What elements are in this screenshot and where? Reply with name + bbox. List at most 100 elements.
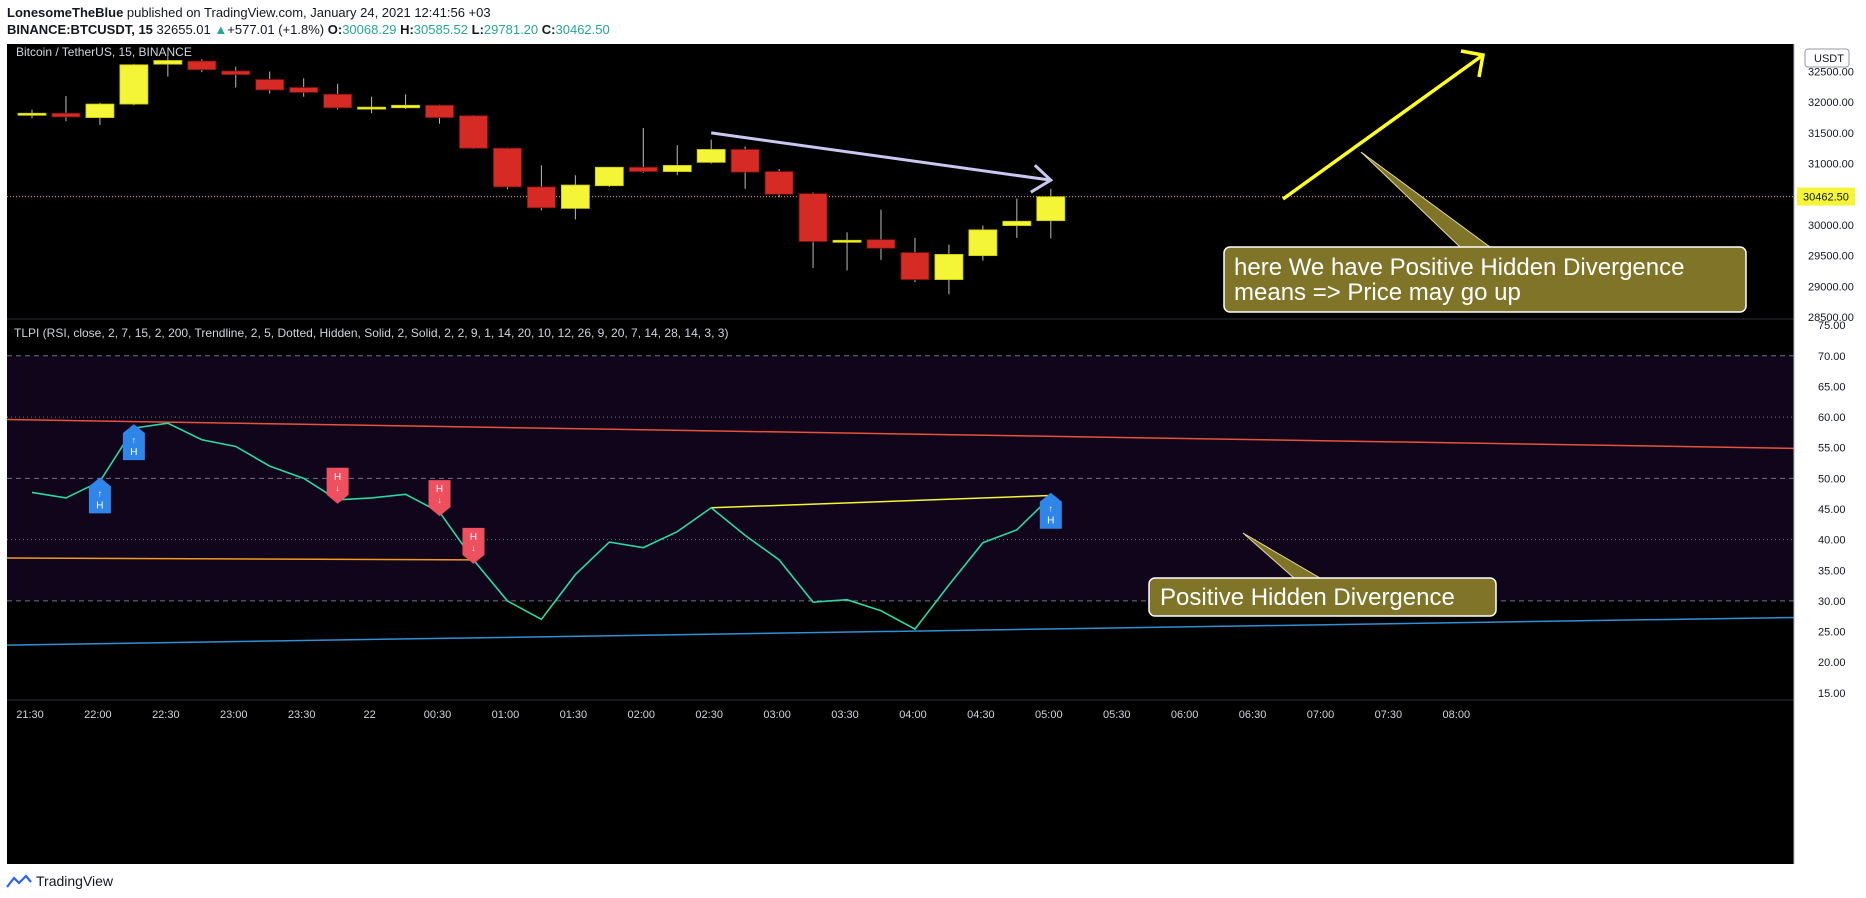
footer: TradingView — [6, 873, 113, 889]
signal-letter: H — [96, 500, 103, 511]
candle-2 — [85, 102, 115, 125]
candle-23 — [798, 192, 828, 268]
rsi-tick-label: 70.00 — [1818, 351, 1846, 363]
axes: 28500.0029000.0029500.0030000.0030500.00… — [7, 44, 1855, 864]
up-arrow — [1281, 53, 1485, 201]
signal-arrow-down-icon: ↓ — [335, 483, 340, 493]
candle-18 — [628, 128, 658, 173]
current-price-tag — [1797, 187, 1855, 206]
candle-body — [866, 239, 896, 249]
price-tick-label: 32500.00 — [1808, 67, 1854, 79]
price-tick-label: 29500.00 — [1808, 251, 1854, 263]
signal-bull-marker — [1039, 492, 1062, 529]
chart-canvas[interactable]: Bitcoin / TetherUS, 15, BINANCE TLPI (RS… — [0, 42, 1866, 868]
rsi-tick-label: 35.00 — [1818, 565, 1846, 577]
price-tick-label: 28500.00 — [1808, 312, 1854, 324]
close-value: 30462.50 — [555, 22, 610, 37]
time-tick-label: 23:30 — [288, 709, 316, 721]
candle-11 — [391, 94, 420, 109]
published-text: published on TradingView.com, January 24… — [126, 5, 491, 20]
candle-24 — [832, 232, 862, 271]
time-tick-label: 02:30 — [695, 709, 723, 721]
annotation-text-line1: here We have Positive Hidden Divergence — [1234, 254, 1684, 281]
signal-arrow-up-icon: ↑ — [98, 488, 103, 498]
candle-4 — [153, 56, 183, 77]
candle-27 — [934, 244, 964, 295]
rsi-tick-label: 40.00 — [1818, 535, 1846, 547]
time-tick-label: 06:00 — [1171, 709, 1199, 721]
rsi-tick-label: 45.00 — [1818, 504, 1846, 516]
signal-bear-3: H↓ — [428, 480, 451, 517]
rsi-pane[interactable]: TLPI (RSI, close, 2, 7, 15, 2, 200, Tren… — [6, 318, 1795, 646]
time-tick-label: 08:00 — [1443, 709, 1471, 721]
price-tick-label: 30000.00 — [1808, 220, 1854, 232]
currency-badge — [1804, 48, 1850, 68]
candle-body — [51, 112, 81, 118]
price-change: +577.01 (+1.8%) — [227, 22, 325, 37]
candle-7 — [255, 71, 285, 94]
price-chart-title: Bitcoin / TetherUS, 15, BINANCE — [16, 45, 192, 59]
ohlc-line: BINANCE:BTCUSDT, 15 32655.01 ▲+577.01 (+… — [7, 22, 610, 37]
rsi-tick-label: 75.00 — [1818, 320, 1846, 332]
candle-body — [900, 252, 930, 280]
author-name[interactable]: LonesomeTheBlue — [7, 5, 124, 20]
candle-body — [968, 229, 998, 257]
divergence-line — [711, 494, 1051, 509]
rsi-tick-label: 15.00 — [1818, 688, 1846, 700]
candle-body — [425, 104, 454, 118]
signal-letter: H — [470, 532, 477, 543]
candle-body — [764, 171, 794, 195]
candle-8 — [289, 78, 319, 97]
low-label: L: — [471, 22, 484, 37]
candle-5 — [187, 59, 217, 73]
candle-26 — [900, 237, 930, 283]
candle-9 — [323, 83, 353, 110]
publish-info: LonesomeTheBlue published on TradingView… — [7, 5, 491, 20]
time-tick-label: 21:30 — [16, 709, 44, 721]
annotation-text: Positive Hidden Divergence — [1160, 584, 1455, 611]
price-pane[interactable]: Bitcoin / TetherUS, 15, BINANCE — [7, 45, 1794, 295]
candle-body — [1002, 220, 1032, 226]
indicator-title: TLPI (RSI, close, 2, 7, 15, 2, 200, Tren… — [14, 326, 728, 340]
price-tick-label: 31000.00 — [1808, 159, 1854, 171]
symbol-line: BINANCE:BTCUSDT, 15 — [7, 22, 153, 37]
time-tick-label: 03:30 — [831, 709, 859, 721]
last-price: 32655.01 — [156, 22, 211, 37]
tradingview-brand[interactable]: TradingView — [36, 873, 114, 889]
rsi-tick-label: 55.00 — [1818, 443, 1846, 455]
candle-body — [119, 64, 149, 105]
annotations: here We have Positive Hidden Divergencem… — [710, 49, 1747, 617]
open-label: O: — [327, 22, 343, 37]
change-up-icon: ▲ — [214, 22, 228, 37]
rsi-tick-label: 50.00 — [1818, 473, 1846, 485]
candle-body — [187, 60, 217, 71]
time-tick-label: 06:30 — [1239, 709, 1267, 721]
candle-body — [255, 79, 285, 91]
candle-body — [221, 70, 251, 76]
time-tick-label: 23:00 — [220, 709, 248, 721]
signal-bear-marker — [428, 480, 451, 517]
time-tick-label: 05:00 — [1035, 709, 1063, 721]
rsi-tick-label: 30.00 — [1818, 596, 1846, 608]
price-tick-label: 29000.00 — [1808, 281, 1854, 293]
signal-bull-5: ↑H — [1039, 492, 1062, 529]
signal-bear-2: H↓ — [326, 467, 349, 504]
annotation-box — [1223, 246, 1747, 313]
candle-16 — [560, 175, 590, 220]
candle-body — [662, 165, 692, 172]
divergence-arrow — [710, 131, 1052, 182]
currency-badge-label: USDT — [1814, 53, 1844, 65]
candle-3 — [119, 64, 149, 106]
candle-1 — [51, 96, 81, 122]
candle-15 — [527, 165, 556, 211]
rsi-line — [31, 422, 1052, 631]
candle-13 — [459, 115, 488, 149]
price-tick-label: 31500.00 — [1808, 128, 1854, 140]
up-arrowhead — [1460, 49, 1486, 78]
candle-20 — [696, 139, 726, 164]
time-tick-label: 05:30 — [1103, 709, 1131, 721]
time-tick-label: 01:00 — [492, 709, 520, 721]
close-label: C: — [541, 22, 556, 37]
candle-body — [798, 193, 828, 242]
candle-22 — [764, 169, 794, 198]
